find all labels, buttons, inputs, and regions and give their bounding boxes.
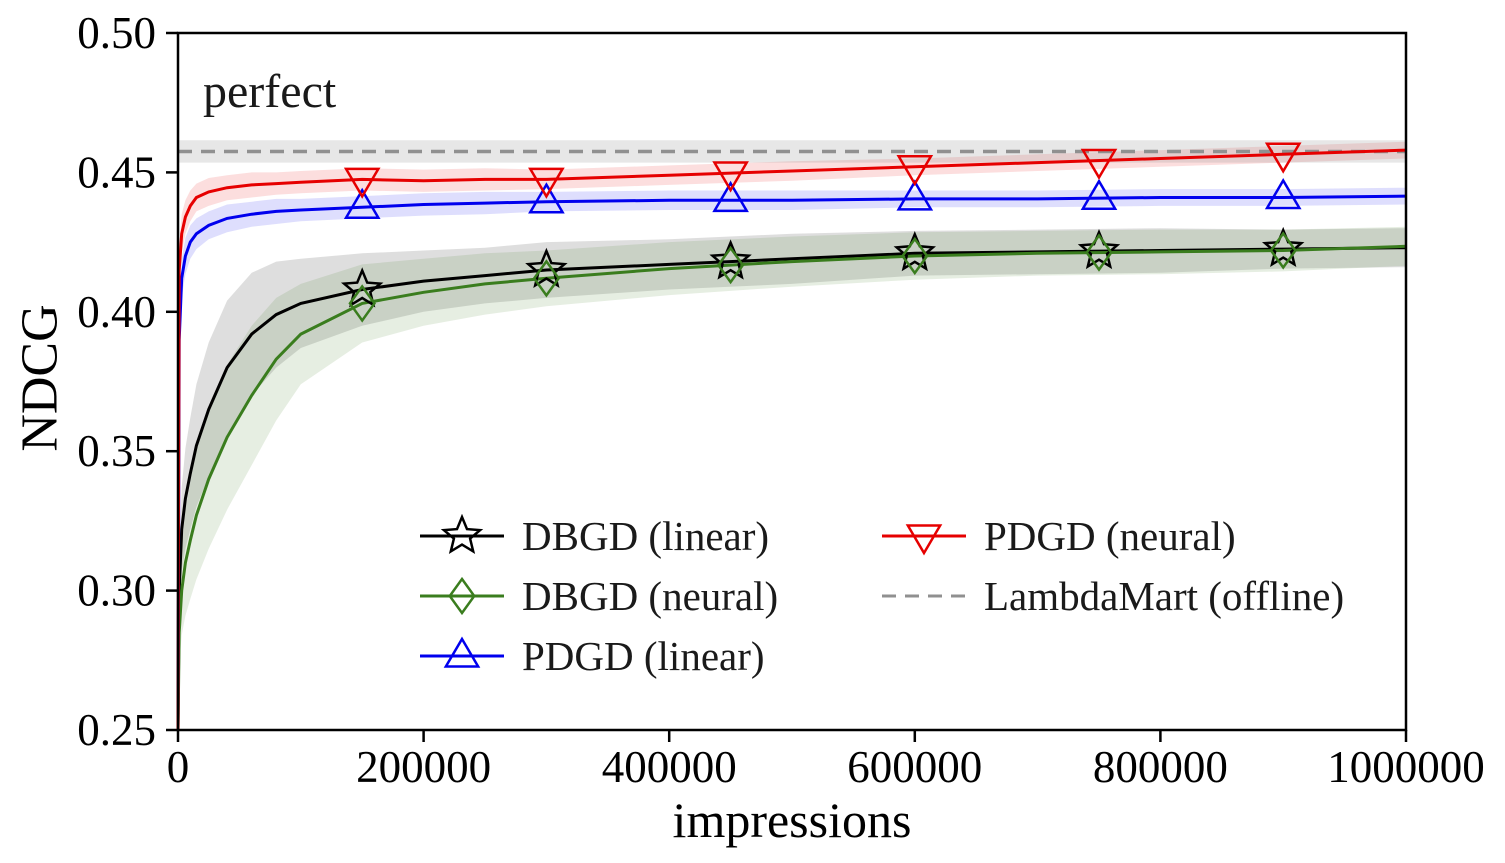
y-axis-label: NDCG (11, 304, 69, 452)
y-tick-label: 0.40 (77, 287, 156, 337)
line-pdgd-linear- (176, 194, 1407, 731)
x-tick-label: 800000 (1093, 742, 1228, 792)
y-tick-label: 0.35 (77, 426, 156, 476)
star-marker (1077, 228, 1121, 270)
triangle-down-marker (712, 161, 749, 193)
diamond-marker (901, 236, 929, 276)
triangle-up-marker (343, 187, 381, 220)
legend-column: DBGD (linear) DBGD (neural) PDGD (linear) (418, 506, 880, 686)
triangle-up-icon (443, 636, 481, 668)
legend-item: PDGD (neural) (880, 506, 1344, 566)
series-lines (176, 148, 1407, 731)
triangle-up-marker (712, 180, 749, 213)
diamond-marker (716, 245, 745, 285)
triangle-up-marker (1080, 178, 1118, 210)
x-tick-label: 400000 (602, 742, 737, 792)
star-marker (893, 231, 936, 272)
triangle-down-marker (528, 167, 565, 199)
legend: DBGD (linear) DBGD (neural) PDGD (linear) P… (418, 506, 1344, 686)
legend-label: LambdaMart (offline) (984, 573, 1345, 619)
x-tick-label: 0 (167, 742, 190, 792)
star-icon (440, 514, 484, 555)
diamond-icon (448, 576, 476, 616)
legend-label: PDGD (linear) (522, 633, 765, 679)
star-marker (709, 239, 752, 280)
legend-sample-dashed-line (882, 594, 966, 598)
line-dbgd-neural- (176, 244, 1407, 731)
triangle-down-marker (896, 155, 934, 187)
annotation-perfect: perfect (203, 65, 337, 118)
triangle-down-marker (343, 167, 381, 199)
triangle-down-marker (1080, 148, 1118, 181)
legend-sample-triangle-up (420, 636, 504, 668)
star-marker (340, 267, 384, 308)
legend-label: DBGD (linear) (522, 513, 770, 559)
x-tick-label: 200000 (356, 742, 491, 792)
line-dbgd-linear- (176, 246, 1407, 731)
legend-item: DBGD (neural) (418, 566, 880, 626)
legend-column: PDGD (neural) LambdaMart (offline) (880, 506, 1344, 686)
star-marker (1261, 226, 1305, 268)
triangle-up-marker (1264, 178, 1302, 210)
star-marker (525, 247, 568, 289)
x-tick-label: 600000 (847, 742, 982, 792)
confidence-bands (178, 140, 1406, 731)
y-tick-label: 0.50 (77, 8, 156, 58)
triangle-down-icon (905, 524, 943, 556)
legend-sample-diamond (420, 576, 504, 616)
triangle-down-marker (1264, 142, 1302, 174)
triangle-up-marker (528, 182, 565, 214)
y-tick-label: 0.45 (77, 147, 156, 197)
legend-sample-triangle-down (882, 524, 966, 556)
legend-item: LambdaMart (offline) (880, 566, 1344, 626)
diamond-marker (1269, 231, 1297, 270)
triangle-up-marker (896, 179, 934, 211)
line-pdgd-neural- (176, 148, 1407, 731)
legend-label: PDGD (neural) (984, 513, 1236, 559)
diamond-marker (348, 284, 376, 323)
y-tick-label: 0.30 (77, 566, 156, 616)
axes-box (176, 31, 1408, 732)
series-markers (340, 142, 1305, 323)
y-tick-label: 0.25 (77, 705, 156, 755)
x-tick-label: 1000000 (1327, 742, 1485, 792)
legend-sample-star (420, 514, 504, 555)
legend-item: PDGD (linear) (418, 626, 880, 686)
diamond-marker (532, 259, 561, 298)
x-axis-label: impressions (672, 792, 912, 848)
legend-item: DBGD (linear) (418, 506, 880, 566)
legend-label: DBGD (neural) (522, 573, 779, 619)
diamond-marker (1085, 233, 1113, 272)
axis-ticks-and-labels: 0 200000 400000 600000 800000 1000000 0.25 0.30… (77, 8, 1485, 792)
